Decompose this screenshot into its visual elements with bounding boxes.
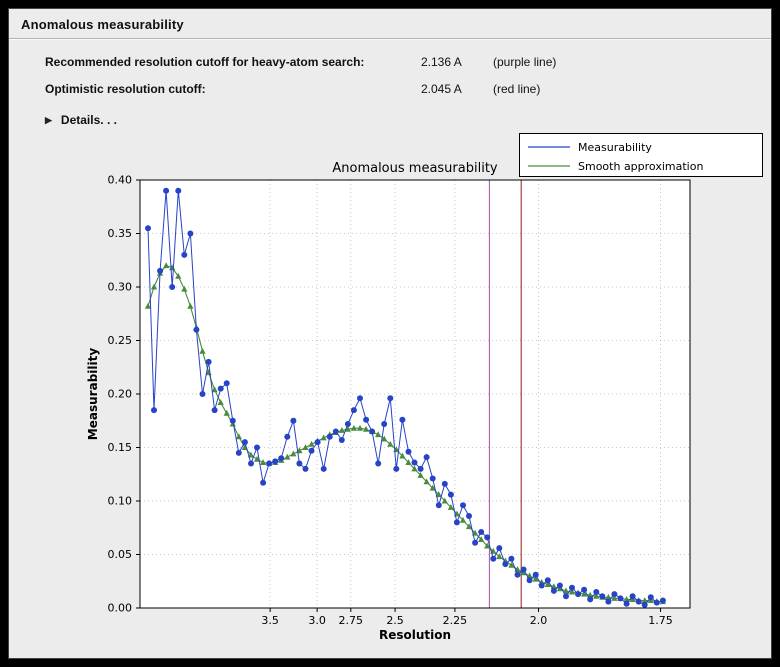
recommended-cutoff-value: 2.136 A [421, 55, 462, 69]
header-divider [9, 38, 771, 40]
details-label: Details. . . [60, 113, 117, 127]
optimistic-cutoff-note: (red line) [493, 82, 541, 96]
details-disclosure[interactable]: ▶ Details. . . [45, 112, 117, 128]
optimistic-cutoff-value: 2.045 A [421, 82, 462, 96]
recommended-cutoff-label: Recommended resolution cutoff for heavy-… [45, 55, 365, 69]
panel-title: Anomalous measurability [21, 17, 184, 32]
recommended-cutoff-note: (purple line) [493, 55, 557, 69]
optimistic-cutoff-label: Optimistic resolution cutoff: [45, 82, 206, 96]
disclosure-triangle-right-icon: ▶ [45, 114, 52, 125]
recommended-cutoff-row: Recommended resolution cutoff for heavy-… [9, 55, 771, 71]
optimistic-cutoff-row: Optimistic resolution cutoff: 2.045 A (r… [9, 82, 771, 98]
anomalous-measurability-panel: Anomalous measurability Recommended reso… [8, 8, 772, 659]
